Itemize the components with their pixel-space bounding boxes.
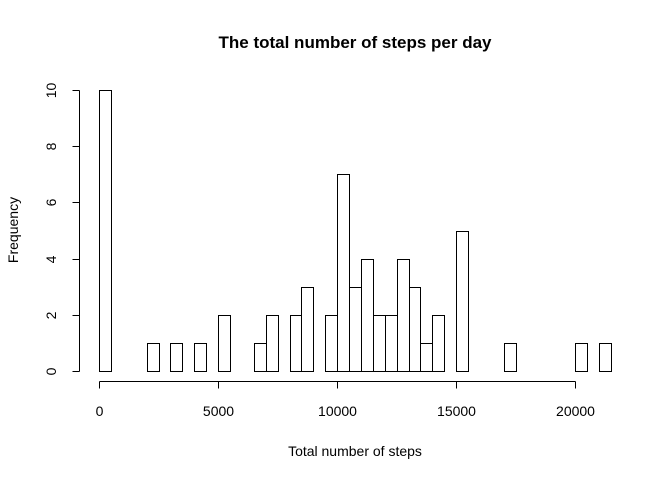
histogram-bar [397, 259, 410, 372]
histogram-bar [99, 90, 112, 372]
x-axis-label: Total number of steps [288, 443, 422, 459]
histogram-bar [290, 315, 302, 372]
x-tick-label: 0 [96, 403, 104, 419]
histogram-bar [325, 315, 338, 372]
histogram-bar [266, 315, 279, 372]
x-tick-label: 5000 [203, 403, 234, 419]
histogram-bar [337, 174, 350, 372]
histogram-bar [420, 343, 433, 372]
y-axis-ticks: 0 2 4 6 8 10 [43, 83, 80, 375]
histogram-bar [301, 287, 314, 372]
y-axis-label: Frequency [5, 197, 21, 263]
y-tick-label: 10 [43, 83, 59, 99]
histogram-bar [409, 287, 421, 372]
histogram-bar [432, 315, 445, 372]
y-tick-label: 2 [43, 311, 59, 319]
x-tick-label: 20000 [556, 403, 595, 419]
bars-group [99, 90, 612, 372]
histogram-bar [170, 343, 183, 372]
histogram-bar [575, 343, 588, 372]
histogram-bar [385, 315, 398, 372]
histogram-bar [147, 343, 160, 372]
histogram-bar [599, 343, 612, 372]
chart-title: The total number of steps per day [219, 33, 493, 52]
y-tick-label: 6 [43, 198, 59, 206]
histogram-bar [456, 231, 469, 372]
y-tick-label: 0 [43, 367, 59, 375]
histogram-bar [349, 287, 362, 372]
histogram-bar [218, 315, 231, 372]
histogram-bar [373, 315, 386, 372]
histogram-bar [361, 259, 374, 372]
y-tick-label: 8 [43, 142, 59, 150]
x-axis-ticks: 0 5000 10000 15000 20000 [96, 381, 595, 419]
histogram-bar [194, 343, 207, 372]
histogram-bar [254, 343, 267, 372]
x-tick-label: 15000 [437, 403, 476, 419]
y-tick-label: 4 [43, 255, 59, 263]
histogram-bar [504, 343, 517, 372]
x-tick-label: 10000 [318, 403, 357, 419]
